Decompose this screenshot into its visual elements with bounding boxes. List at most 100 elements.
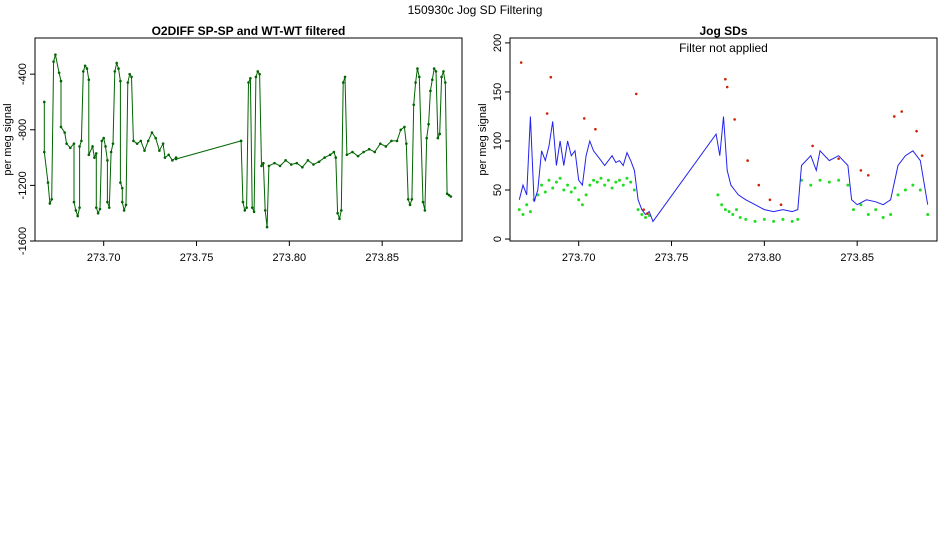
plot-frame bbox=[509, 37, 938, 242]
data-point bbox=[341, 81, 345, 84]
data-point bbox=[94, 206, 98, 209]
data-point bbox=[636, 208, 640, 212]
data-point bbox=[265, 225, 269, 229]
data-point bbox=[642, 208, 645, 211]
right-chart-panel: Jog SDs Filter not applied 273.70 273.75 273… bbox=[477, 24, 938, 264]
x-tick-label: 273.80 bbox=[748, 252, 782, 264]
data-point bbox=[42, 100, 46, 104]
data-point bbox=[63, 131, 67, 134]
data-point bbox=[171, 159, 174, 162]
data-point bbox=[926, 213, 930, 217]
data-point bbox=[106, 200, 109, 204]
data-point bbox=[562, 188, 566, 192]
series-line bbox=[518, 116, 929, 223]
data-point bbox=[434, 70, 438, 73]
data-point bbox=[405, 142, 408, 145]
data-point bbox=[746, 159, 749, 162]
data-point bbox=[250, 206, 254, 209]
data-point bbox=[577, 198, 581, 202]
data-point bbox=[734, 208, 738, 212]
data-point bbox=[621, 183, 625, 187]
chart-title: O2DIFF SP-SP and WT-WT filtered bbox=[152, 24, 346, 38]
data-point bbox=[410, 197, 414, 201]
data-point bbox=[50, 197, 54, 201]
data-point bbox=[332, 150, 336, 154]
data-point bbox=[115, 61, 118, 65]
data-point bbox=[731, 213, 735, 217]
data-point bbox=[646, 212, 649, 215]
data-point bbox=[59, 79, 63, 83]
data-point bbox=[356, 154, 360, 158]
y-tick-label: -1200 bbox=[17, 171, 29, 199]
data-point bbox=[716, 193, 720, 197]
data-point bbox=[866, 213, 870, 217]
data-point bbox=[174, 157, 178, 161]
y-tick-label: 50 bbox=[492, 184, 504, 196]
data-layer bbox=[517, 61, 930, 223]
series-line bbox=[175, 140, 242, 160]
data-point bbox=[132, 139, 135, 143]
data-point bbox=[790, 219, 794, 223]
data-point bbox=[720, 203, 724, 207]
data-point bbox=[644, 215, 648, 219]
data-point bbox=[889, 213, 893, 217]
data-point bbox=[796, 217, 800, 221]
data-point bbox=[120, 186, 124, 190]
data-point bbox=[167, 153, 170, 157]
data-point bbox=[625, 176, 629, 180]
data-point bbox=[158, 149, 161, 152]
data-point bbox=[521, 213, 525, 217]
data-point bbox=[599, 176, 603, 180]
data-point bbox=[243, 209, 247, 212]
data-point bbox=[594, 127, 597, 131]
data-point bbox=[94, 152, 98, 155]
data-point bbox=[146, 139, 150, 143]
data-point bbox=[80, 139, 83, 143]
y-axis-label: per meg signal bbox=[2, 103, 14, 175]
data-point bbox=[85, 67, 89, 70]
data-point bbox=[569, 190, 573, 194]
data-point bbox=[68, 146, 72, 150]
data-point bbox=[900, 110, 904, 113]
data-point bbox=[46, 181, 50, 184]
data-point bbox=[306, 159, 310, 162]
y-tick-label: 150 bbox=[492, 83, 504, 101]
data-point bbox=[540, 183, 544, 187]
data-point bbox=[362, 150, 365, 154]
chart-title: Jog SDs bbox=[699, 24, 747, 38]
left-chart-panel: O2DIFF SP-SP and WT-WT filtered 273.70 273… bbox=[2, 24, 463, 264]
data-point bbox=[744, 217, 748, 221]
data-point bbox=[247, 81, 250, 84]
data-point bbox=[384, 145, 388, 148]
data-point bbox=[295, 161, 299, 165]
data-point bbox=[336, 211, 339, 215]
data-point bbox=[592, 178, 596, 182]
data-point bbox=[91, 145, 94, 148]
data-point bbox=[98, 207, 102, 211]
data-point bbox=[65, 142, 68, 145]
data-point bbox=[818, 178, 822, 182]
data-point bbox=[432, 67, 436, 70]
x-tick-label: 273.85 bbox=[840, 252, 874, 264]
data-point bbox=[423, 209, 427, 212]
data-point bbox=[104, 145, 107, 148]
data-point bbox=[126, 81, 130, 84]
data-point bbox=[837, 178, 841, 182]
data-point bbox=[106, 159, 109, 162]
data-point bbox=[59, 125, 63, 129]
data-point bbox=[582, 117, 586, 120]
data-point bbox=[124, 203, 128, 207]
data-point bbox=[262, 161, 265, 165]
series-line bbox=[43, 54, 177, 218]
data-point bbox=[429, 89, 432, 93]
data-point bbox=[150, 131, 154, 134]
x-tick-label: 273.70 bbox=[562, 252, 596, 264]
data-point bbox=[252, 210, 256, 214]
data-point bbox=[42, 150, 46, 154]
data-point bbox=[418, 75, 421, 79]
data-point bbox=[874, 208, 878, 212]
data-point bbox=[78, 145, 81, 148]
data-point bbox=[119, 181, 122, 184]
data-point bbox=[851, 208, 855, 212]
